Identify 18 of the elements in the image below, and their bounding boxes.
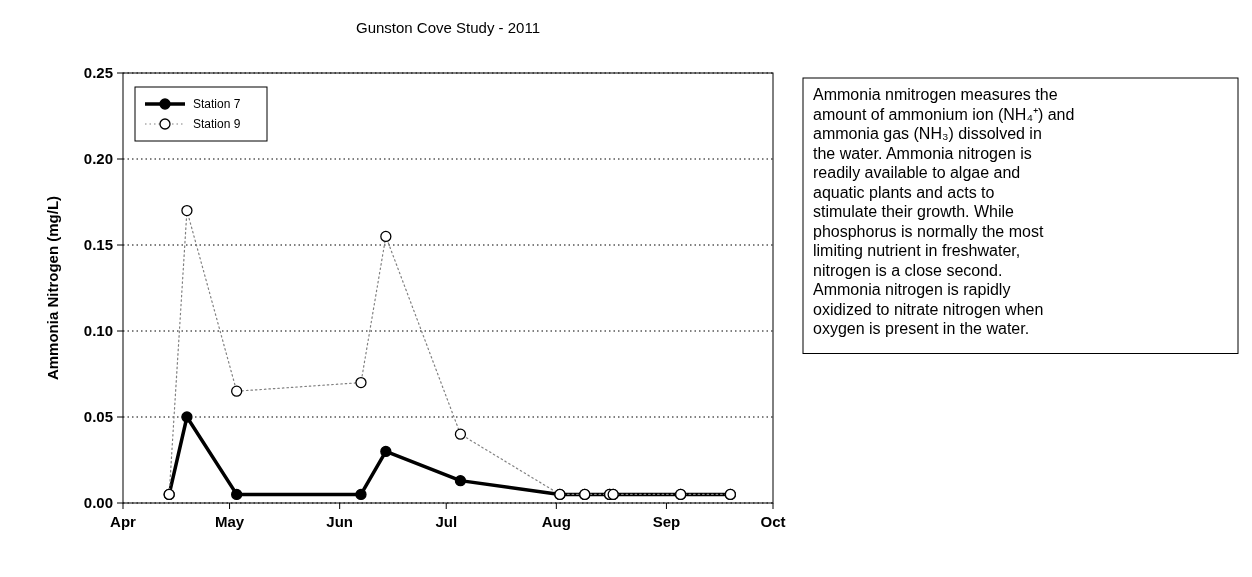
y-axis-title: Ammonia Nitrogen (mg/L) — [44, 195, 61, 381]
x-tick-label: May — [214, 513, 245, 530]
text: Ammonia nmitrogen measures the amount of ammonium ion (NH₄⁺) and ammonia gas (NH₃) dissolved in the water. Ammonia nitrogen is readily available to algae and aquatic plants and acts to stimulate their growth. While phosphorus is normally the most limiting nutrient in freshwater, nitrogen is a close second. Ammonia nitrogen is rapidly oxidized to nitrate nitrogen when oxygen is present in the water. — [813, 86, 1075, 337]
y-tick-label: 0.10 — [83, 322, 113, 339]
y-tick-label: 0.15 — [83, 236, 113, 253]
x-tick-label: Aug — [541, 513, 571, 530]
x-tick-label: Jul — [435, 513, 458, 530]
x-tick-label: Sep — [652, 513, 681, 530]
chart-title: Gunston Cove Study - 2011 — [356, 19, 540, 36]
y-tick-label: 0.00 — [83, 494, 113, 511]
legend-label: Station 7 — [193, 97, 241, 111]
x-tick-label: Apr — [110, 513, 137, 530]
y-tick-label: 0.05 — [83, 408, 113, 425]
y-tick-label: 0.25 — [83, 64, 113, 81]
legend-label: Station 9 — [193, 117, 241, 131]
x-tick-label: Jun — [326, 513, 353, 530]
y-tick-label: 0.20 — [83, 150, 113, 167]
x-tick-label: Oct — [760, 513, 786, 530]
